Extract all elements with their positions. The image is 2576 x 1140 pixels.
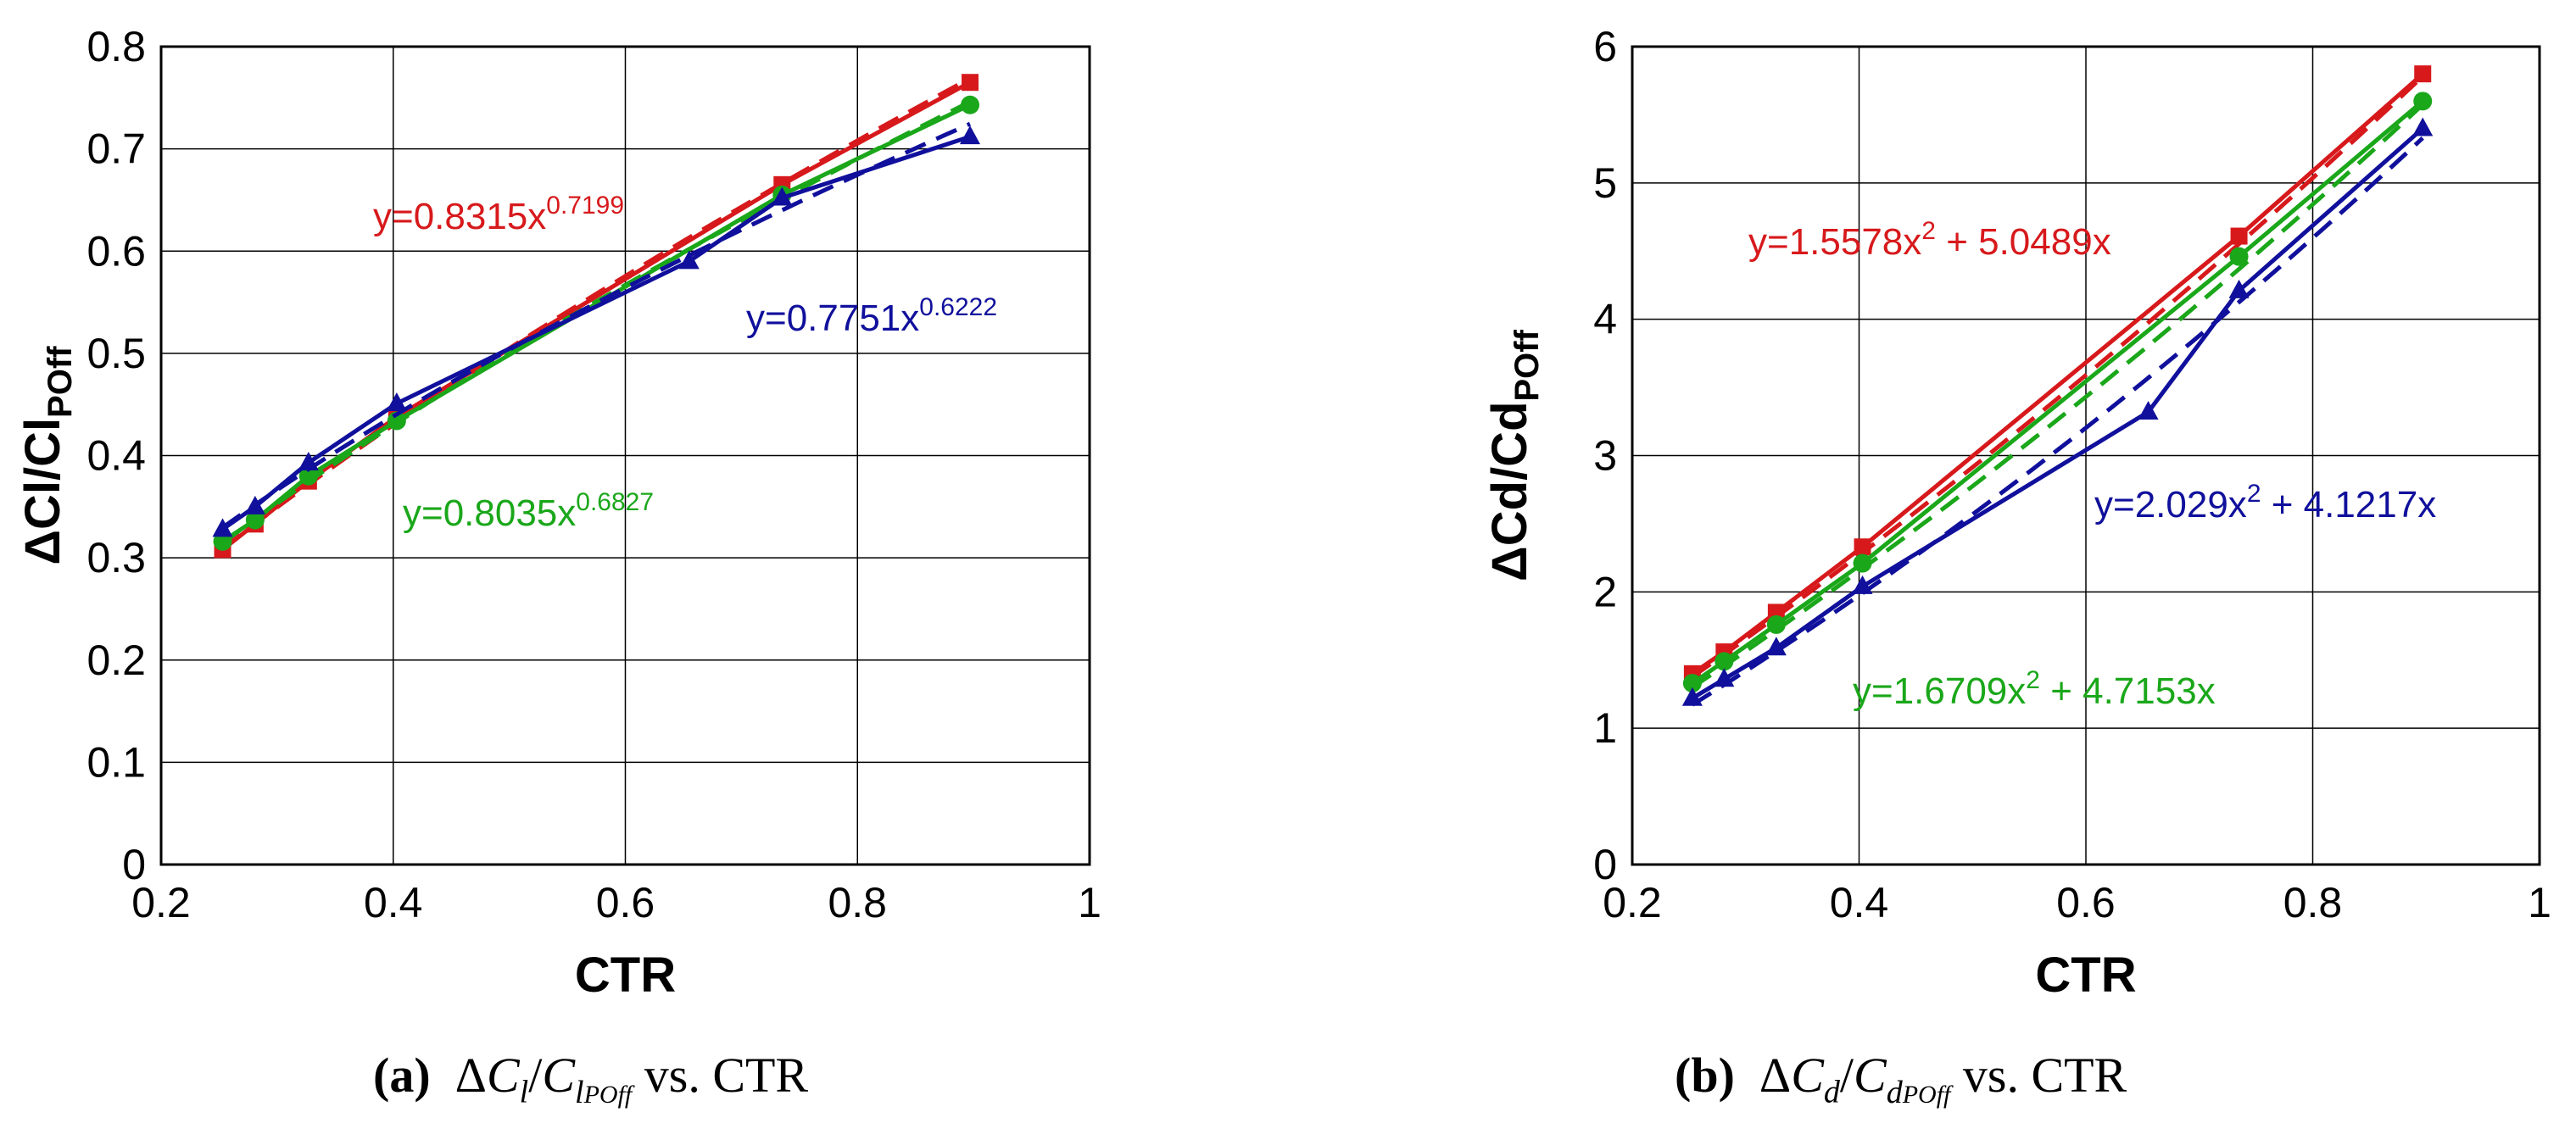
data-point-blue <box>2138 401 2159 420</box>
x-tick-label: 0.4 <box>1830 879 1889 926</box>
caption-b-c: C <box>1791 1048 1824 1103</box>
equation-label-green: y=0.8035x0.6827 <box>403 488 654 534</box>
x-tick-label: 1 <box>2528 879 2551 926</box>
data-point-red <box>1854 538 1871 556</box>
y-tick-label: 0.4 <box>86 432 146 480</box>
data-point-green <box>2413 92 2433 111</box>
plot-frame <box>159 45 1091 866</box>
data-point-red <box>2414 65 2432 83</box>
y-tick-label: 0.6 <box>86 227 146 275</box>
y-tick-label: 6 <box>1593 23 1617 70</box>
data-point-green <box>2229 247 2249 266</box>
caption-b-c2: C <box>1854 1048 1887 1103</box>
y-axis-title-main: ΔCl/Cl <box>15 418 70 565</box>
y-axis-title: ΔCl/ClPOff <box>15 346 79 565</box>
y-tick-label: 2 <box>1593 568 1617 615</box>
data-point-blue <box>2228 279 2250 298</box>
data-point-blue <box>1714 668 1735 687</box>
data-point-red <box>2230 227 2248 245</box>
data-point-blue <box>1852 575 1873 594</box>
data-point-green <box>387 411 406 431</box>
caption-b-delta: Δ <box>1759 1048 1792 1103</box>
data-point-red <box>962 74 979 92</box>
data-point-blue <box>386 392 407 411</box>
y-tick-label: 4 <box>1593 296 1617 343</box>
y-tick-label: 5 <box>1593 159 1617 207</box>
fit-line-green <box>1691 103 2424 689</box>
data-point-blue <box>298 451 319 470</box>
equation-label-red: y=0.8315x0.7199 <box>373 192 624 237</box>
x-tick-label: 0.6 <box>596 879 655 926</box>
y-axis-title-sub: POff <box>1508 329 1546 401</box>
y-tick-label: 3 <box>1593 432 1617 480</box>
y-tick-label: 0.1 <box>86 738 146 786</box>
equation-label-green: y=1.6709x2 + 4.7153x <box>1853 666 2216 712</box>
y-tick-label: 0 <box>122 841 146 888</box>
y-axis-title-sub: POff <box>42 346 79 418</box>
caption-a-delta: Δ <box>454 1048 487 1103</box>
caption-a-slash: / <box>528 1048 543 1103</box>
data-point-green <box>1766 614 1786 634</box>
equation-label-red: y=1.5578x2 + 5.0489x <box>1748 217 2111 263</box>
chart-a: 0.2 0.4 0.6 0.8 1 0 0.1 0.2 0.3 0.4 0.5 0.6 0.7 0.8 CT… <box>15 23 1101 1003</box>
caption-a-letter: (a) <box>373 1048 431 1103</box>
caption-a-sub2: l <box>575 1074 584 1110</box>
data-point-green <box>1715 652 1734 671</box>
caption-a: (a) ΔCl/ClPOff vs. CTR <box>373 1047 808 1111</box>
x-tick-label: 0.2 <box>131 879 191 926</box>
data-point-blue <box>244 495 265 514</box>
data-point-green <box>1853 553 1872 573</box>
data-point-blue <box>678 250 700 270</box>
data-point-blue <box>1765 637 1787 656</box>
fit-line-blue <box>1691 136 2424 707</box>
x-tick-label: 0.2 <box>1603 879 1662 926</box>
fit-line-red <box>1691 75 2424 679</box>
chart-b: 0.2 0.4 0.6 0.8 1 0 1 2 3 4 5 6 CTR ΔCd/CdPOff y=1.557… <box>1482 23 2551 1003</box>
x-axis-title: CTR <box>575 948 676 1003</box>
caption-a-suffix: vs. CTR <box>644 1048 809 1103</box>
caption-a-subsub: POff <box>583 1080 633 1109</box>
x-tick-label: 0.8 <box>2283 879 2343 926</box>
y-tick-label: 0.7 <box>86 125 146 173</box>
y-tick-label: 0 <box>1593 841 1617 888</box>
x-tick-label: 0.8 <box>828 879 887 926</box>
plot-frame <box>1631 45 2541 866</box>
y-axis-title: ΔCd/CdPOff <box>1482 329 1546 581</box>
data-point-green <box>1682 674 1702 693</box>
data-point-blue <box>1681 687 1703 706</box>
data-point-blue <box>960 125 981 145</box>
y-tick-label: 0.2 <box>86 637 146 684</box>
caption-a-c: C <box>486 1048 520 1103</box>
caption-b: (b) ΔCd/CdPOff vs. CTR <box>1675 1047 2127 1111</box>
caption-b-subsub: POff <box>1902 1080 1951 1109</box>
data-point-green <box>245 510 265 530</box>
x-tick-label: 1 <box>1078 879 1101 926</box>
y-tick-label: 0.5 <box>86 330 146 377</box>
x-tick-label: 0.4 <box>364 879 423 926</box>
caption-b-sub1: d <box>1823 1074 1840 1110</box>
data-point-blue <box>772 186 793 206</box>
equation-label-blue: y=0.7751x0.6222 <box>746 293 997 339</box>
caption-a-c2: C <box>542 1048 576 1103</box>
x-axis-title: CTR <box>2035 948 2136 1003</box>
caption-a-sub1: l <box>519 1074 529 1110</box>
data-point-blue <box>2412 117 2434 136</box>
caption-b-letter: (b) <box>1675 1048 1735 1103</box>
y-tick-label: 0.8 <box>86 23 146 70</box>
x-tick-label: 0.6 <box>2056 879 2116 926</box>
y-tick-label: 1 <box>1593 704 1617 752</box>
data-point-green <box>298 466 318 486</box>
caption-b-suffix: vs. CTR <box>1962 1048 2127 1103</box>
data-point-green <box>961 95 980 114</box>
y-tick-label: 0.3 <box>86 534 146 581</box>
caption-b-sub2: d <box>1886 1074 1903 1110</box>
data-point-blue <box>212 518 233 537</box>
caption-b-slash: / <box>1839 1048 1854 1103</box>
equation-label-blue: y=2.029x2 + 4.1217x <box>2094 480 2436 526</box>
fit-line-blue <box>221 121 972 530</box>
y-axis-title-main: ΔCd/Cd <box>1482 402 1537 581</box>
